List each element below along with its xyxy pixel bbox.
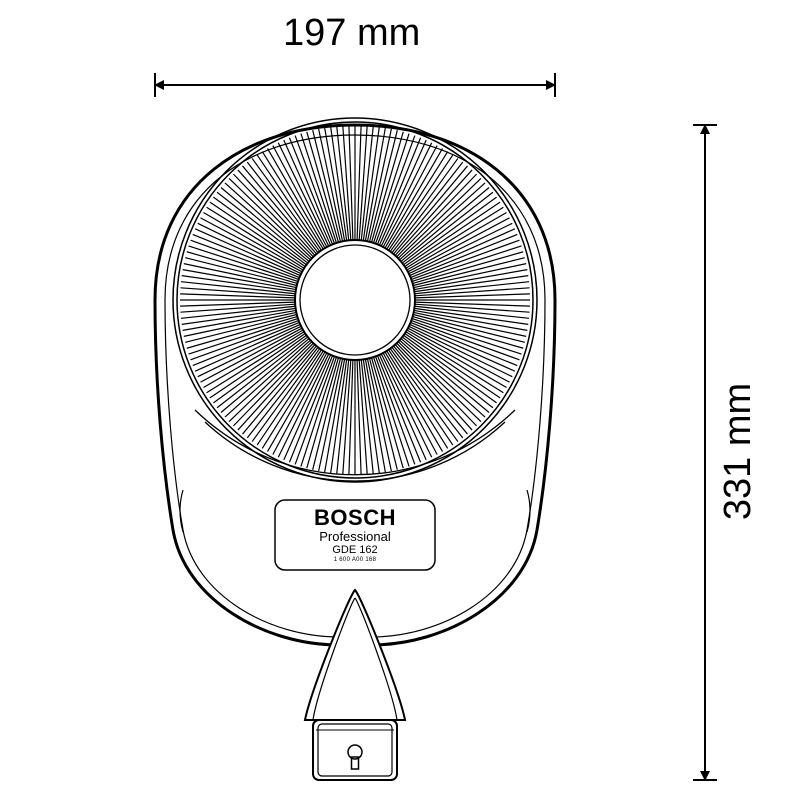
brand-partno: 1 600 A00 168	[275, 557, 435, 564]
brand-model: GDE 162	[275, 544, 435, 556]
brand-badge: BOSCH Professional GDE 162 1 600 A00 168	[275, 506, 435, 563]
brand-line: Professional	[275, 530, 435, 544]
height-dimension-label: 331 mm	[717, 383, 760, 520]
diagram-stage: 197 mm 331 mm BOSCH Professional GDE 162…	[0, 0, 800, 800]
diagram-svg	[0, 0, 800, 800]
width-dimension-label: 197 mm	[283, 12, 420, 55]
brand-name: BOSCH	[275, 506, 435, 530]
